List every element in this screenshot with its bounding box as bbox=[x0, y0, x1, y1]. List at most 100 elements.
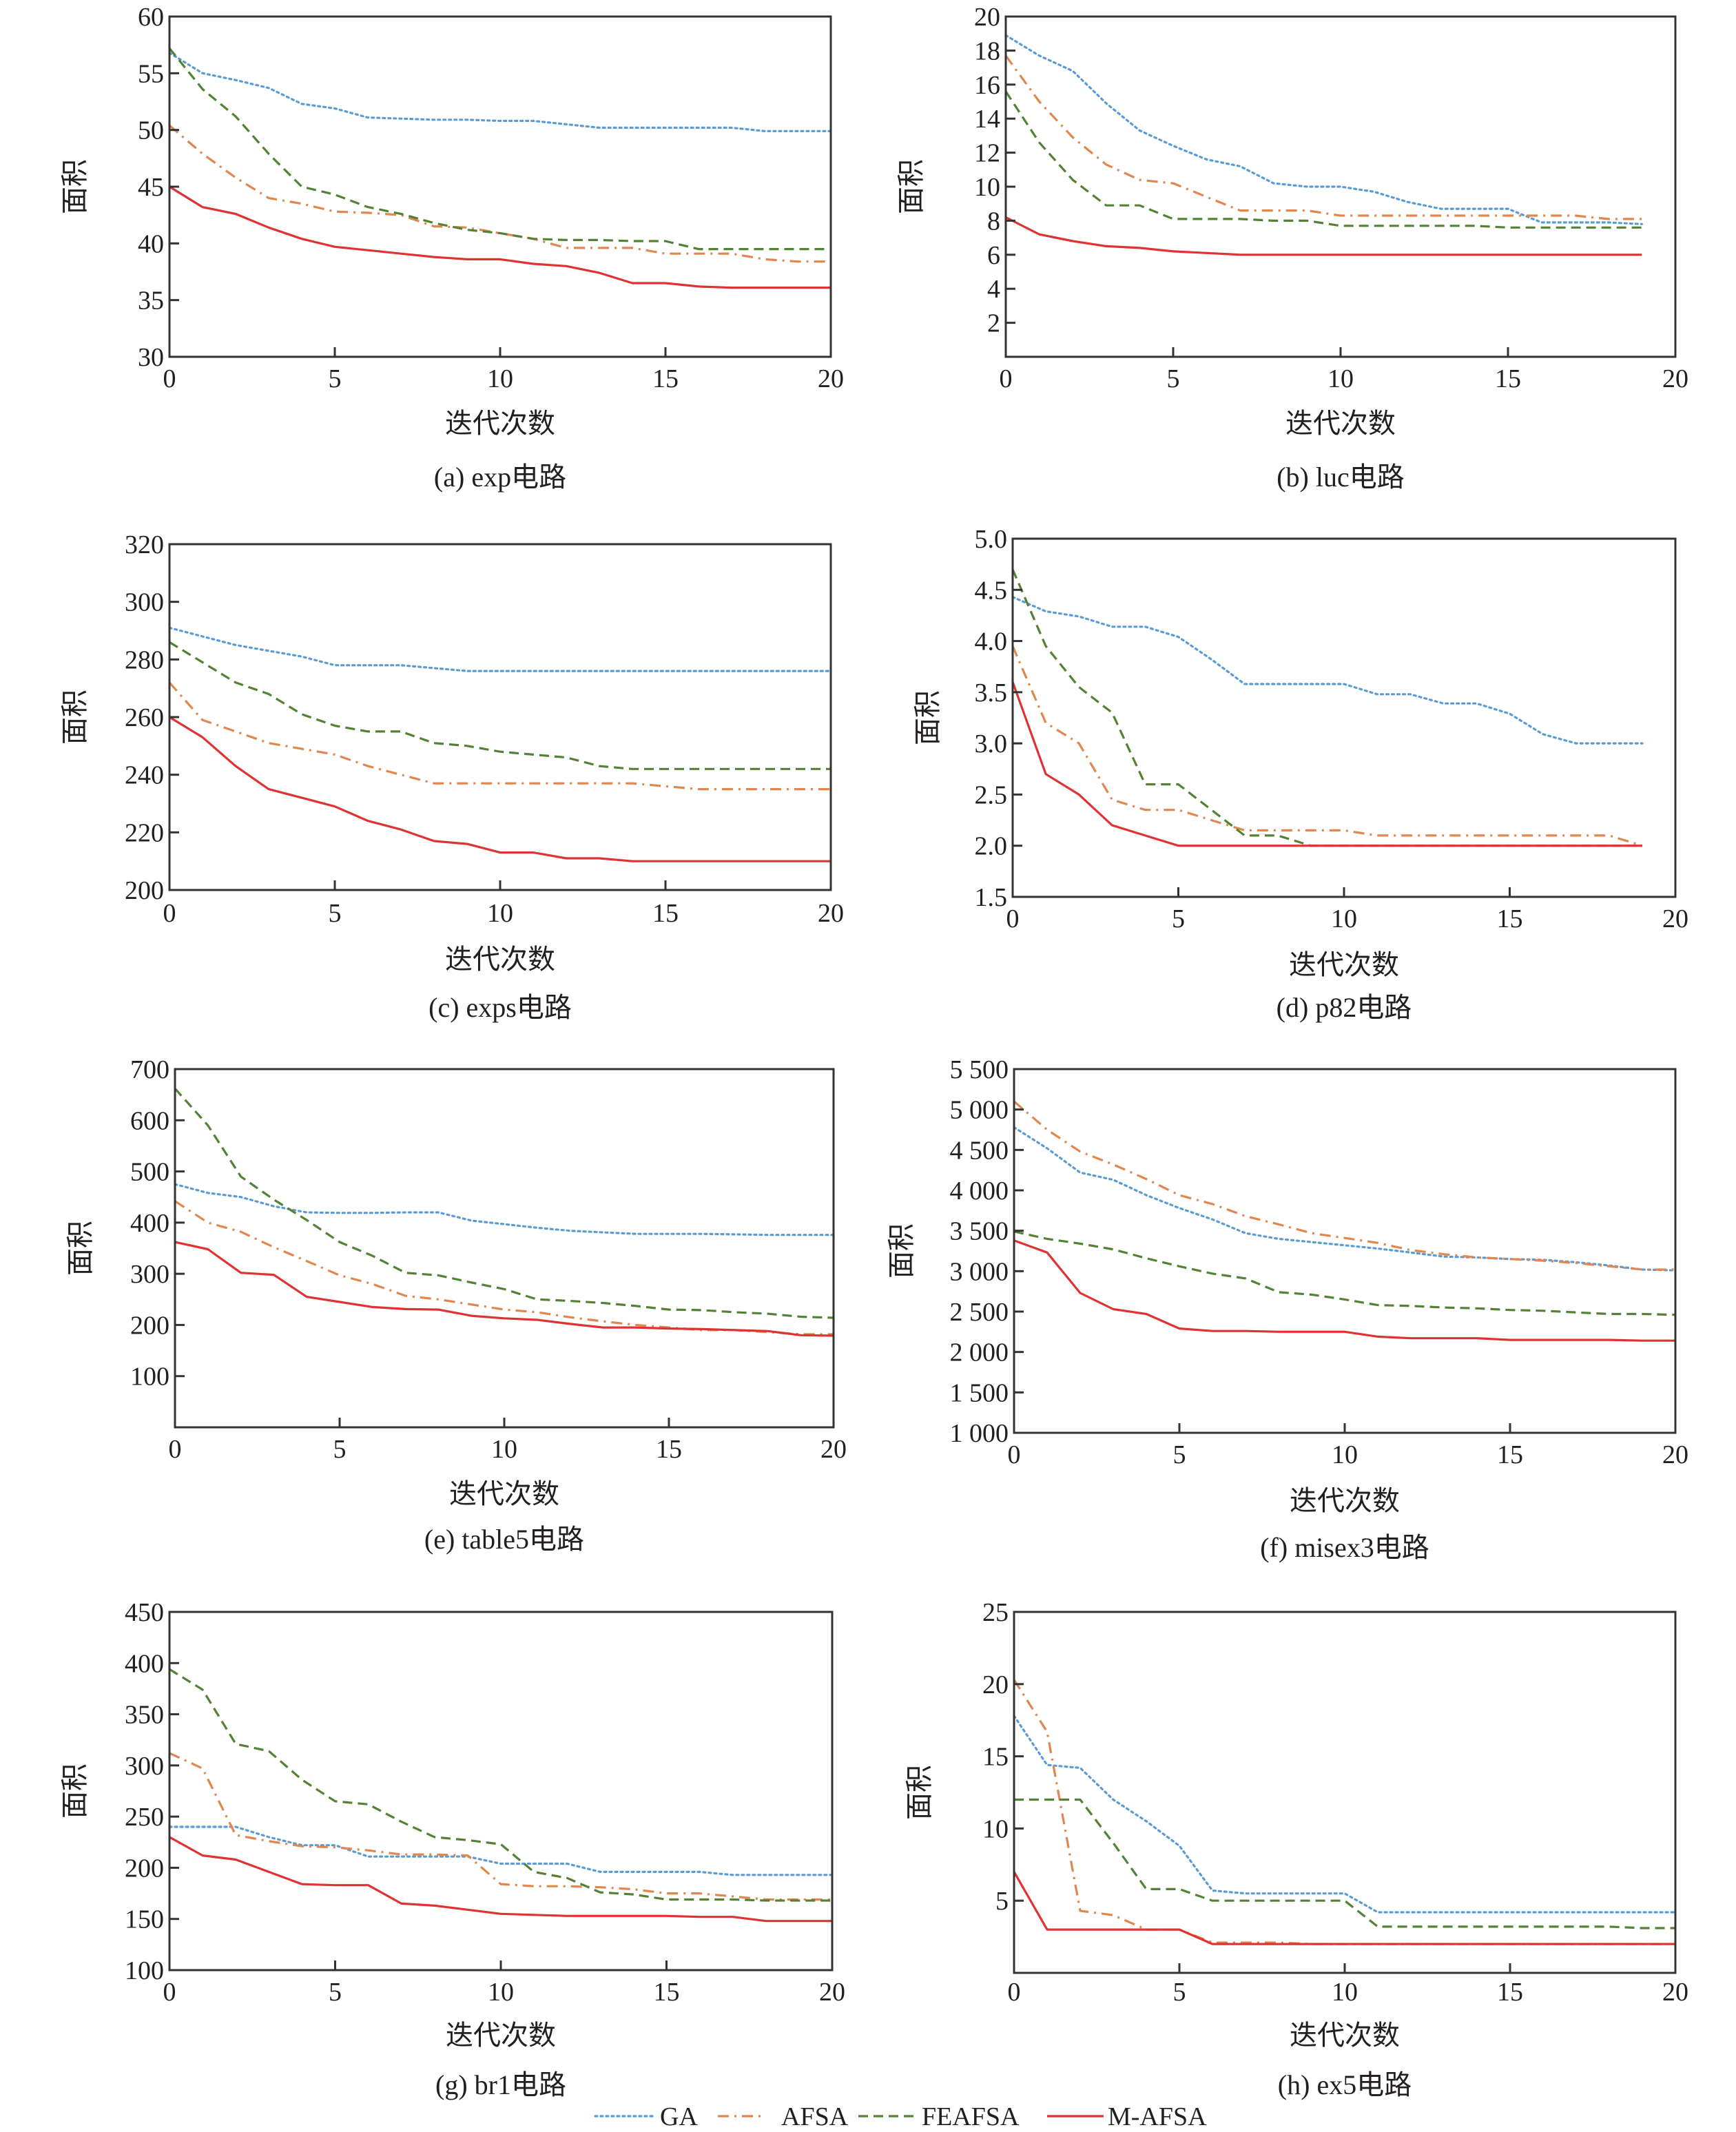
x-tick-label: 0 bbox=[1006, 904, 1020, 933]
series-line-m-afsa bbox=[1013, 1239, 1675, 1342]
x-axis-title: 迭代次数 bbox=[446, 2020, 556, 2051]
y-tick-label: 2.0 bbox=[975, 832, 1008, 861]
series-group bbox=[1004, 34, 1643, 256]
x-tick-label: 20 bbox=[1662, 364, 1688, 393]
x-tick-label: 15 bbox=[656, 1435, 682, 1464]
y-tick-label: 5.0 bbox=[975, 525, 1008, 554]
series-group bbox=[168, 1668, 834, 1923]
x-tick-label: 15 bbox=[652, 899, 679, 928]
series-line-feafsa bbox=[1004, 90, 1642, 229]
y-tick-label: 4 500 bbox=[950, 1136, 1009, 1165]
x-tick-label: 15 bbox=[1497, 1440, 1523, 1469]
x-tick-label: 10 bbox=[1332, 1978, 1358, 2007]
series-line-m-afsa bbox=[1005, 216, 1642, 256]
y-tick-label: 20 bbox=[974, 3, 1000, 32]
chart-caption: (a) exp电路 bbox=[434, 462, 566, 493]
x-axis-title: 迭代次数 bbox=[1289, 949, 1399, 980]
series-line-feafsa bbox=[1011, 568, 1642, 847]
y-tick-label: 300 bbox=[125, 1752, 164, 1781]
y-tick-label: 200 bbox=[125, 1854, 164, 1883]
chart-caption: (c) exps电路 bbox=[428, 992, 572, 1023]
y-tick-label: 100 bbox=[130, 1363, 169, 1391]
y-axis-title: 面积 bbox=[912, 690, 943, 745]
y-tick-label: 3.5 bbox=[975, 679, 1008, 707]
series-line-m-afsa bbox=[1013, 1871, 1675, 1945]
y-axis-title: 面积 bbox=[59, 1763, 90, 1819]
x-tick-label: 10 bbox=[491, 1435, 517, 1464]
y-tick-label: 2.5 bbox=[975, 780, 1008, 809]
series-group bbox=[1013, 1679, 1677, 1945]
y-tick-label: 4 000 bbox=[950, 1177, 1009, 1205]
series-line-afsa bbox=[168, 681, 831, 791]
x-tick-label: 20 bbox=[818, 899, 844, 928]
x-axis-title: 迭代次数 bbox=[445, 408, 555, 439]
y-tick-label: 600 bbox=[130, 1106, 169, 1135]
y-tick-label: 14 bbox=[974, 105, 1000, 134]
x-axis-title: 迭代次数 bbox=[1285, 408, 1396, 439]
x-tick-label: 5 bbox=[329, 899, 342, 928]
series-line-ga bbox=[168, 1825, 834, 1876]
x-tick-label: 0 bbox=[169, 1435, 182, 1464]
series-line-ga bbox=[1013, 1715, 1677, 1914]
x-tick-label: 20 bbox=[1662, 1440, 1688, 1469]
series-group bbox=[174, 1088, 835, 1337]
x-axis-title: 迭代次数 bbox=[449, 1478, 559, 1509]
series-line-ga bbox=[174, 1183, 835, 1236]
x-tick-label: 10 bbox=[488, 1978, 514, 2007]
legend: GA AFSA FEAFSA M-AFSA bbox=[594, 2102, 1207, 2131]
series-line-feafsa bbox=[1013, 1230, 1676, 1316]
series-line-feafsa bbox=[1014, 1798, 1675, 1929]
series-line-ga bbox=[168, 52, 832, 132]
plot-frame bbox=[1013, 1068, 1677, 1434]
y-tick-label: 4.0 bbox=[975, 628, 1008, 656]
x-tick-label: 0 bbox=[1008, 1440, 1021, 1469]
x-axis-title: 迭代次数 bbox=[1290, 2020, 1400, 2051]
y-tick-label: 40 bbox=[138, 229, 164, 258]
y-tick-label: 300 bbox=[125, 588, 164, 617]
legend-label: M-AFSA bbox=[1108, 2102, 1207, 2131]
series-line-afsa bbox=[168, 124, 831, 263]
y-tick-label: 16 bbox=[974, 71, 1000, 100]
y-tick-label: 450 bbox=[125, 1598, 164, 1627]
x-tick-label: 5 bbox=[1173, 1440, 1186, 1469]
y-tick-label: 5 500 bbox=[950, 1055, 1009, 1084]
plot-frame bbox=[168, 543, 832, 891]
y-tick-label: 250 bbox=[125, 1803, 164, 1832]
y-tick-label: 50 bbox=[138, 116, 164, 145]
y-tick-label: 35 bbox=[138, 287, 164, 315]
y-axis-title: 面积 bbox=[896, 159, 927, 214]
chart-caption: (d) p82电路 bbox=[1277, 992, 1412, 1023]
y-tick-label: 400 bbox=[130, 1209, 169, 1238]
chart-caption: (f) misex3电路 bbox=[1260, 1532, 1429, 1563]
y-tick-label: 200 bbox=[125, 876, 164, 905]
x-tick-label: 10 bbox=[487, 364, 513, 393]
x-tick-label: 20 bbox=[1662, 1978, 1688, 2007]
series-line-afsa bbox=[169, 1752, 832, 1901]
x-tick-label: 20 bbox=[1662, 904, 1688, 933]
x-tick-label: 15 bbox=[1497, 1978, 1523, 2007]
y-tick-label: 400 bbox=[125, 1649, 164, 1678]
legend-item-ga: GA bbox=[594, 2102, 698, 2131]
y-tick-label: 1 500 bbox=[950, 1378, 1009, 1407]
series-line-afsa bbox=[1011, 645, 1643, 847]
series-line-feafsa bbox=[174, 1088, 834, 1319]
y-tick-label: 20 bbox=[982, 1670, 1009, 1699]
y-tick-label: 8 bbox=[987, 207, 1000, 236]
series-group bbox=[1013, 1100, 1677, 1342]
series-line-m-afsa bbox=[169, 185, 831, 289]
x-tick-label: 10 bbox=[1327, 364, 1354, 393]
y-tick-label: 1 000 bbox=[950, 1419, 1009, 1448]
y-tick-label: 500 bbox=[130, 1158, 169, 1187]
series-line-m-afsa bbox=[174, 1241, 834, 1337]
plot-frame bbox=[168, 15, 832, 358]
chart-panel-f: 0 5 10 15 20 1 000 1 500 2 000 2 500 3 000 3 500 4 … bbox=[886, 1055, 1688, 1563]
series-line-afsa bbox=[1004, 54, 1642, 220]
chart-caption: (b) luc电路 bbox=[1277, 462, 1405, 493]
y-tick-label: 60 bbox=[138, 3, 164, 32]
y-tick-label: 350 bbox=[125, 1701, 164, 1730]
